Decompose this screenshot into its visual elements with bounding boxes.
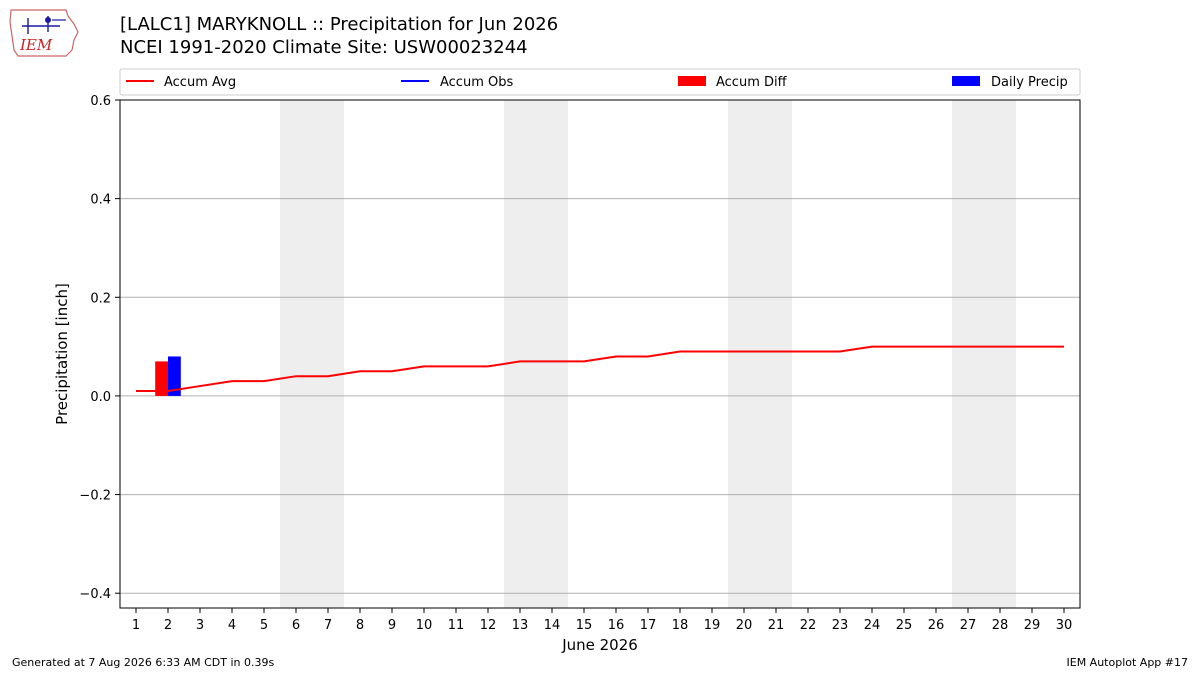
x-tick-label: 15 bbox=[576, 618, 593, 633]
x-tick-label: 1 bbox=[132, 618, 140, 633]
y-tick-label: 0.0 bbox=[90, 390, 111, 405]
legend-label-daily-precip: Daily Precip bbox=[991, 75, 1068, 90]
iem-iowa-logo-icon: IEM bbox=[9, 9, 79, 57]
x-tick-label: 14 bbox=[544, 618, 561, 633]
app-id: IEM Autoplot App #17 bbox=[1066, 656, 1189, 669]
legend-label-accum-avg: Accum Avg bbox=[164, 75, 236, 90]
x-tick-label: 16 bbox=[608, 618, 625, 633]
legend-frame bbox=[119, 68, 1081, 96]
x-tick-label: 25 bbox=[896, 618, 913, 633]
x-axis-label: June 2026 bbox=[561, 636, 638, 654]
x-tick-label: 12 bbox=[480, 618, 497, 633]
accum-diff-bar bbox=[155, 361, 168, 396]
weekend-band-4 bbox=[952, 100, 1016, 608]
x-tick-label: 2 bbox=[164, 618, 172, 633]
accum-avg-line bbox=[136, 345, 1064, 392]
x-tick-label: 22 bbox=[800, 618, 817, 633]
axes-frame bbox=[119, 99, 1081, 609]
y-tick-label: 0.2 bbox=[90, 291, 111, 306]
x-tick-label: 28 bbox=[992, 618, 1009, 633]
x-tick-label: 10 bbox=[416, 618, 433, 633]
y-axis-label: Precipitation [inch] bbox=[53, 283, 71, 425]
x-tick-label: 4 bbox=[228, 618, 236, 633]
x-tick-label: 27 bbox=[960, 618, 977, 633]
y-tick-label: −0.4 bbox=[79, 587, 111, 602]
x-tick-label: 13 bbox=[512, 618, 529, 633]
x-tick-label: 18 bbox=[672, 618, 689, 633]
x-tick-label: 9 bbox=[388, 618, 396, 633]
y-tick-label: −0.2 bbox=[79, 489, 111, 504]
x-tick-label: 5 bbox=[260, 618, 268, 633]
x-tick-label: 20 bbox=[736, 618, 753, 633]
chart-title: [LALC1] MARYKNOLL :: Precipitation for J… bbox=[120, 13, 558, 59]
x-tick-label: 17 bbox=[640, 618, 657, 633]
x-tick-label: 7 bbox=[324, 618, 332, 633]
weekend-band-1 bbox=[280, 100, 344, 608]
weekend-band-3 bbox=[728, 100, 792, 608]
daily-precip-bar bbox=[168, 356, 181, 396]
generated-timestamp: Generated at 7 Aug 2026 6:33 AM CDT in 0… bbox=[12, 656, 275, 669]
title-line-1: [LALC1] MARYKNOLL :: Precipitation for J… bbox=[120, 14, 559, 35]
x-tick-label: 24 bbox=[864, 618, 881, 633]
weekend-band-2 bbox=[504, 100, 568, 608]
legend-label-accum-obs: Accum Obs bbox=[440, 75, 513, 90]
legend-swatch-accum-diff bbox=[678, 76, 706, 86]
x-tick-label: 8 bbox=[356, 618, 364, 633]
x-tick-label: 26 bbox=[928, 618, 945, 633]
legend: Accum Avg Accum Obs Accum Diff Daily Pre… bbox=[119, 68, 1081, 96]
x-tick-label: 29 bbox=[1024, 618, 1041, 633]
x-tick-label: 21 bbox=[768, 618, 785, 633]
logo-text: IEM bbox=[19, 36, 53, 54]
legend-label-accum-diff: Accum Diff bbox=[716, 75, 788, 90]
x-tick-label: 6 bbox=[292, 618, 300, 633]
y-tick-label: 0.6 bbox=[90, 94, 111, 109]
x-tick-label: 19 bbox=[704, 618, 721, 633]
x-tick-label: 30 bbox=[1056, 618, 1073, 633]
legend-swatch-daily-precip bbox=[952, 76, 980, 86]
plot-area: −0.4−0.20.00.20.40.61 2 3 4 5 6 7 8 9 10 11 12 13 14 1… bbox=[79, 94, 1081, 633]
x-tick-label: 11 bbox=[448, 618, 465, 633]
title-line-2: NCEI 1991-2020 Climate Site: USW00023244 bbox=[120, 37, 528, 58]
x-tick-label: 3 bbox=[196, 618, 204, 633]
y-tick-label: 0.4 bbox=[90, 193, 111, 208]
x-tick-label: 23 bbox=[832, 618, 849, 633]
